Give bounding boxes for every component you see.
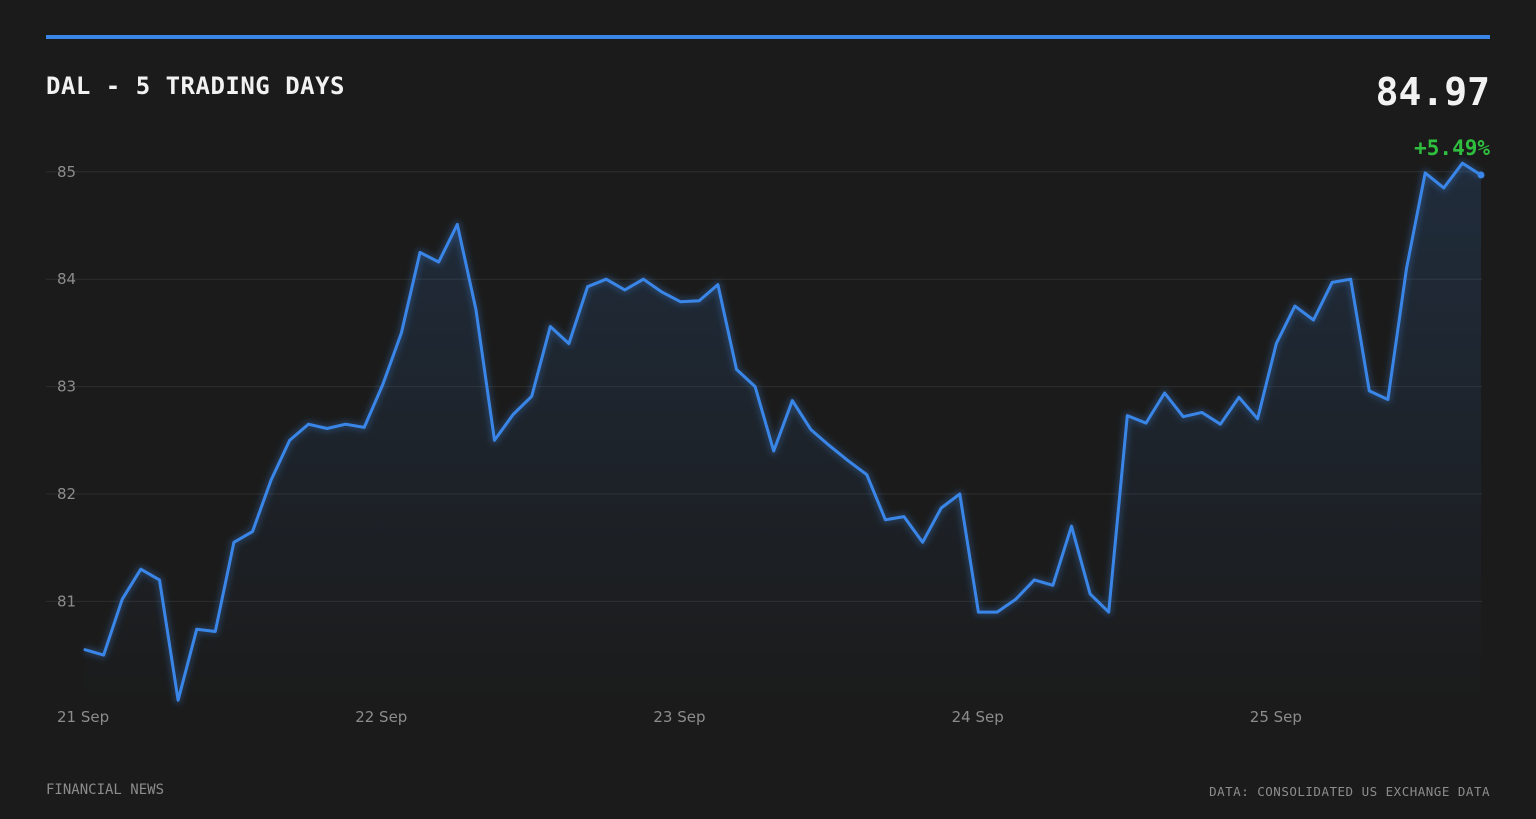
data-point [865,473,868,476]
data-point [1386,398,1389,401]
data-point [828,444,831,447]
data-point [1312,319,1315,322]
data-point [1349,278,1352,281]
data-point [716,283,719,286]
data-point [996,611,999,614]
x-tick-label: 23 Sep [653,708,705,726]
data-point [1293,305,1296,308]
data-point [474,308,477,311]
y-tick-label: 84 [57,270,76,288]
data-point [940,507,943,510]
data-point [84,648,87,651]
data-point [493,439,496,442]
data-point [772,450,775,453]
data-point [1089,592,1092,595]
accent-bar [46,35,1490,39]
data-point [437,261,440,264]
data-point [530,395,533,398]
data-point [1070,525,1073,528]
price-line [83,161,1483,702]
data-point [958,493,961,496]
data-point [1051,584,1054,587]
data-point [884,518,887,521]
data-point [1405,267,1408,270]
data-point [921,541,924,544]
data-point [307,423,310,426]
data-point [102,654,105,657]
y-tick-label: 83 [57,378,76,396]
footer-source-left: FINANCIAL NEWS [46,782,165,798]
data-point [977,611,980,614]
data-point [735,368,738,371]
data-point [1107,611,1110,614]
data-point [1163,392,1166,395]
data-point [1331,281,1334,284]
current-price: 84.97 [1375,70,1490,114]
chart-title: DAL - 5 TRADING DAYS [46,72,345,100]
data-point [512,413,515,416]
data-point [363,426,366,429]
data-point [809,428,812,431]
x-tick-label: 24 Sep [952,708,1004,726]
data-point [288,439,291,442]
data-point [1145,422,1148,425]
data-point [1014,598,1017,601]
y-tick-label: 82 [57,485,76,503]
data-point [400,331,403,334]
data-point [326,427,329,430]
data-point [661,291,664,294]
y-tick-label: 85 [57,163,76,181]
data-point [1368,389,1371,392]
data-point [232,541,235,544]
data-point [642,278,645,281]
y-tick-label: 81 [57,592,76,610]
data-point [139,568,142,571]
data-point [1219,423,1222,426]
data-point [586,285,589,288]
last-price-marker [1477,171,1485,179]
data-point [195,628,198,631]
x-tick-label: 21 Sep [57,708,109,726]
data-point [381,383,384,386]
data-point [121,598,124,601]
y-axis-ticks: 81 82 83 84 85 [57,163,76,611]
data-point [1442,186,1445,189]
data-point [177,699,180,702]
data-point [791,399,794,402]
data-point [754,385,757,388]
data-point [344,423,347,426]
data-point [1238,396,1241,399]
data-points [84,162,1485,702]
data-point [214,630,217,633]
data-point [158,578,161,581]
data-point [567,342,570,345]
data-point [1275,342,1278,345]
data-point [549,325,552,328]
data-point [1126,414,1129,417]
data-point [1424,171,1427,174]
data-point [679,300,682,303]
data-point [419,251,422,254]
data-point [903,515,906,518]
data-point [456,223,459,226]
data-point [1182,415,1185,418]
data-point [698,299,701,302]
data-point [1033,578,1036,581]
data-point [623,288,626,291]
data-point [847,459,850,462]
x-axis-ticks: 21 Sep 22 Sep 23 Sep 24 Sep 25 Sep [57,708,1302,726]
price-change: +5.49% [1414,136,1490,160]
footer-source-right: DATA: CONSOLIDATED US EXCHANGE DATA [1209,784,1490,799]
x-tick-label: 25 Sep [1250,708,1302,726]
data-point [1461,162,1464,165]
data-point [270,479,273,482]
data-point [605,278,608,281]
x-tick-label: 22 Sep [355,708,407,726]
data-point [251,530,254,533]
data-point [1256,417,1259,420]
data-point [1200,411,1203,414]
